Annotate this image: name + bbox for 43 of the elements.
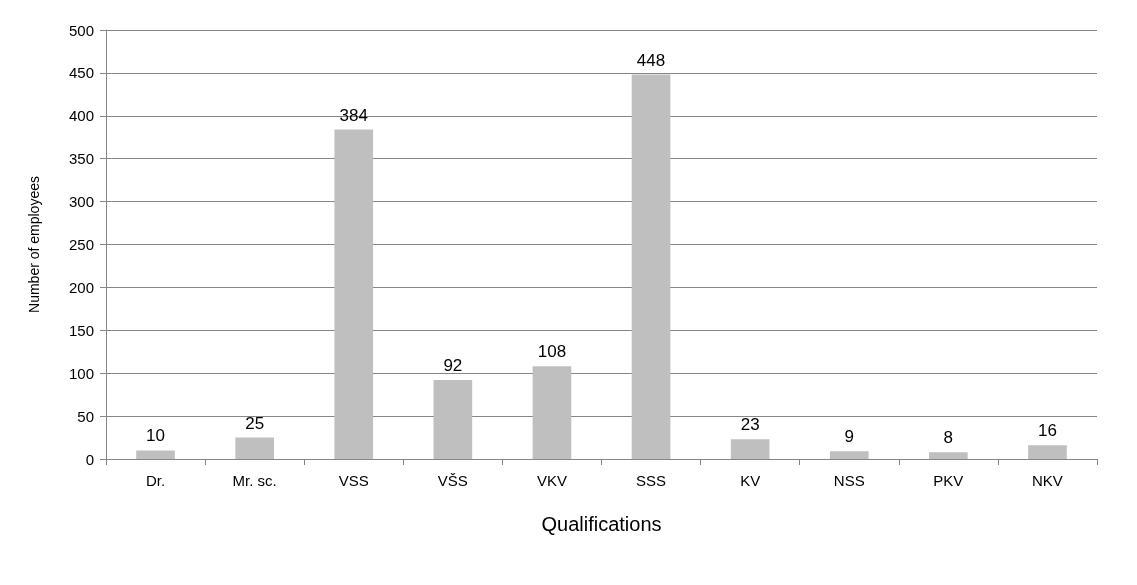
y-tick-label: 500	[68, 21, 94, 39]
data-label: 10	[146, 426, 166, 446]
data-label: 384	[339, 105, 368, 125]
x-axis-title: Qualifications	[541, 513, 662, 535]
y-tick-label: 200	[68, 278, 94, 296]
y-tick-label: 250	[68, 236, 94, 253]
y-axis-title: Number of employees	[26, 176, 42, 313]
data-label: 23	[740, 415, 760, 435]
y-tick-label: 100	[68, 364, 94, 382]
bar	[532, 366, 572, 459]
data-label: 9	[844, 427, 854, 447]
y-tick-label: 350	[68, 150, 94, 168]
y-tick-label: 50	[77, 407, 94, 425]
y-tick-label: 0	[85, 450, 94, 468]
y-tick-label: 150	[68, 321, 94, 339]
x-tick-label: SSS	[636, 472, 667, 489]
x-tick-label: NKV	[1032, 472, 1063, 489]
x-tick-label: KV	[740, 472, 761, 489]
bar	[829, 451, 869, 459]
data-label: 92	[443, 356, 463, 376]
y-tick-label: 300	[68, 193, 94, 211]
data-label: 108	[537, 342, 567, 362]
x-tick-label: PKV	[933, 472, 964, 489]
x-tick-label: VKV	[536, 472, 567, 489]
x-tick-label: VSS	[338, 472, 369, 489]
bar	[433, 380, 473, 459]
bar	[631, 74, 671, 459]
x-tick-label: Mr. sc.	[232, 472, 277, 489]
bar	[334, 129, 374, 459]
bar	[1028, 445, 1067, 459]
x-tick-label: Dr.	[145, 472, 166, 489]
bar	[136, 450, 175, 459]
bar	[730, 439, 770, 459]
y-tick-label: 400	[68, 107, 94, 125]
x-tick-label: VŠS	[437, 472, 468, 489]
data-label: 25	[245, 413, 265, 433]
data-label: 8	[943, 428, 954, 448]
data-label: 448	[636, 50, 666, 70]
bar	[929, 452, 968, 459]
data-label: 16	[1037, 421, 1057, 441]
x-tick-label: NSS	[833, 472, 865, 489]
y-tick-label: 450	[68, 64, 94, 82]
bar	[235, 437, 274, 459]
